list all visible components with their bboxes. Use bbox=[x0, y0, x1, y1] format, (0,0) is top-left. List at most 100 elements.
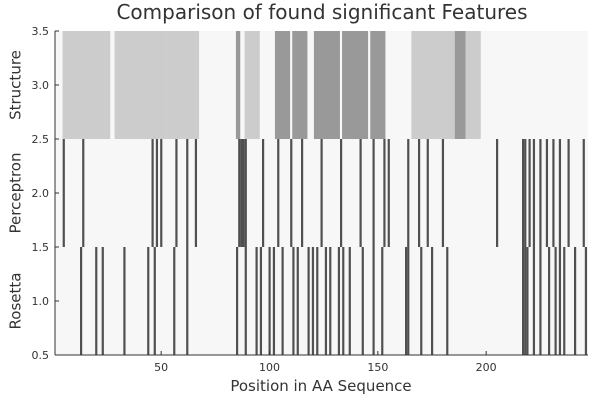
perceptron-feature-24 bbox=[426, 139, 429, 247]
rosetta-feature-4 bbox=[147, 247, 150, 355]
rosetta-feature-5 bbox=[153, 247, 156, 355]
rosetta-feature-14 bbox=[281, 247, 284, 355]
rosetta-feature-19 bbox=[316, 247, 319, 355]
rosetta-feature-23 bbox=[342, 247, 345, 355]
perceptron-feature-15 bbox=[301, 139, 304, 247]
rosetta-feature-7 bbox=[186, 247, 189, 355]
x-tick-label-100: 100 bbox=[259, 361, 280, 374]
row-label-perceptron: Perceptron bbox=[7, 153, 25, 234]
rosetta-feature-11 bbox=[259, 247, 263, 355]
rosetta-feature-29 bbox=[407, 247, 410, 355]
rosetta-feature-33 bbox=[522, 247, 525, 355]
rosetta-feature-3 bbox=[123, 247, 126, 355]
perceptron-feature-20 bbox=[383, 139, 386, 247]
row-label-structure: Structure bbox=[7, 50, 25, 120]
rosetta-feature-0 bbox=[80, 247, 83, 355]
chart-title: Comparison of found significant Features bbox=[116, 0, 527, 24]
row-background-rosetta bbox=[55, 247, 588, 355]
structure-segment-6 bbox=[292, 31, 308, 139]
perceptron-feature-21 bbox=[387, 139, 390, 247]
perceptron-feature-14 bbox=[290, 139, 293, 247]
perceptron-feature-32 bbox=[545, 139, 549, 247]
structure-segment-0 bbox=[62, 31, 111, 139]
rosetta-feature-40 bbox=[558, 247, 562, 355]
perceptron-feature-13 bbox=[277, 139, 280, 247]
structure-segment-8 bbox=[342, 31, 369, 139]
y-tick-label-2: 1.5 bbox=[32, 241, 50, 254]
perceptron-feature-11 bbox=[244, 139, 247, 247]
rosetta-feature-38 bbox=[548, 247, 551, 355]
x-axis-title: Position in AA Sequence bbox=[230, 377, 411, 395]
rosetta-feature-16 bbox=[296, 247, 299, 355]
structure-segment-10 bbox=[411, 31, 455, 139]
rosetta-feature-8 bbox=[236, 247, 239, 355]
perceptron-feature-35 bbox=[567, 139, 570, 247]
perceptron-feature-9 bbox=[240, 139, 243, 247]
perceptron-feature-19 bbox=[372, 139, 375, 247]
rosetta-feature-21 bbox=[329, 247, 332, 355]
perceptron-feature-3 bbox=[155, 139, 159, 247]
perceptron-feature-33 bbox=[552, 139, 555, 247]
rosetta-feature-35 bbox=[526, 247, 529, 355]
rosetta-feature-41 bbox=[563, 247, 566, 355]
perceptron-feature-25 bbox=[441, 139, 445, 247]
rosetta-feature-27 bbox=[381, 247, 384, 355]
perceptron-feature-26 bbox=[496, 139, 499, 247]
row-labels: Rosetta Perceptron Structure bbox=[7, 50, 25, 329]
y-tick-label-3: 2.0 bbox=[32, 187, 50, 200]
rosetta-feature-22 bbox=[337, 247, 341, 355]
y-tick-label-0: 0.5 bbox=[32, 349, 50, 362]
perceptron-feature-8 bbox=[238, 139, 241, 247]
rosetta-feature-25 bbox=[361, 247, 364, 355]
perceptron-feature-16 bbox=[320, 139, 323, 247]
perceptron-feature-5 bbox=[175, 139, 178, 247]
rosetta-feature-10 bbox=[255, 247, 258, 355]
y-tick-label-6: 3.5 bbox=[32, 25, 50, 38]
structure-segment-9 bbox=[370, 31, 386, 139]
rosetta-feature-13 bbox=[272, 247, 276, 355]
rosetta-feature-43 bbox=[584, 247, 588, 355]
rosetta-feature-2 bbox=[101, 247, 104, 355]
x-axis-ticks: 50 100 150 200 bbox=[154, 351, 497, 374]
perceptron-feature-27 bbox=[522, 139, 525, 247]
y-axis-ticks: 0.5 1.0 1.5 2.0 2.5 3.0 3.5 bbox=[32, 25, 59, 362]
structure-segment-1 bbox=[114, 31, 167, 139]
perceptron-feature-30 bbox=[532, 139, 536, 247]
perceptron-feature-6 bbox=[186, 139, 189, 247]
rosetta-feature-26 bbox=[372, 247, 375, 355]
rosetta-feature-42 bbox=[574, 247, 577, 355]
perceptron-feature-31 bbox=[539, 139, 542, 247]
structure-segment-12 bbox=[465, 31, 481, 139]
perceptron-feature-2 bbox=[151, 139, 154, 247]
rosetta-feature-6 bbox=[173, 247, 176, 355]
row-label-rosetta: Rosetta bbox=[7, 273, 25, 330]
y-tick-label-4: 2.5 bbox=[32, 133, 50, 146]
rosetta-feature-31 bbox=[431, 247, 434, 355]
perceptron-feature-28 bbox=[524, 139, 527, 247]
perceptron-feature-1 bbox=[82, 139, 85, 247]
perceptron-feature-7 bbox=[194, 139, 198, 247]
rosetta-feature-18 bbox=[311, 247, 315, 355]
rosetta-feature-32 bbox=[446, 247, 449, 355]
structure-segment-3 bbox=[235, 31, 241, 139]
rosetta-feature-37 bbox=[539, 247, 542, 355]
rosetta-feature-15 bbox=[292, 247, 295, 355]
rosetta-feature-30 bbox=[420, 247, 423, 355]
rosetta-feature-24 bbox=[348, 247, 351, 355]
rosetta-feature-28 bbox=[405, 247, 408, 355]
perceptron-feature-29 bbox=[528, 139, 531, 247]
structure-segment-4 bbox=[244, 31, 260, 139]
x-tick-label-150: 150 bbox=[367, 361, 388, 374]
rosetta-feature-17 bbox=[307, 247, 310, 355]
rosetta-feature-1 bbox=[95, 247, 98, 355]
plot-area bbox=[55, 31, 588, 355]
perceptron-feature-10 bbox=[242, 139, 245, 247]
perceptron-feature-12 bbox=[262, 139, 265, 247]
rosetta-feature-36 bbox=[532, 247, 536, 355]
y-tick-label-5: 3.0 bbox=[32, 79, 50, 92]
perceptron-feature-18 bbox=[359, 139, 362, 247]
structure-segment-2 bbox=[166, 31, 200, 139]
perceptron-feature-17 bbox=[340, 139, 343, 247]
perceptron-feature-22 bbox=[407, 139, 410, 247]
perceptron-feature-0 bbox=[62, 139, 65, 247]
